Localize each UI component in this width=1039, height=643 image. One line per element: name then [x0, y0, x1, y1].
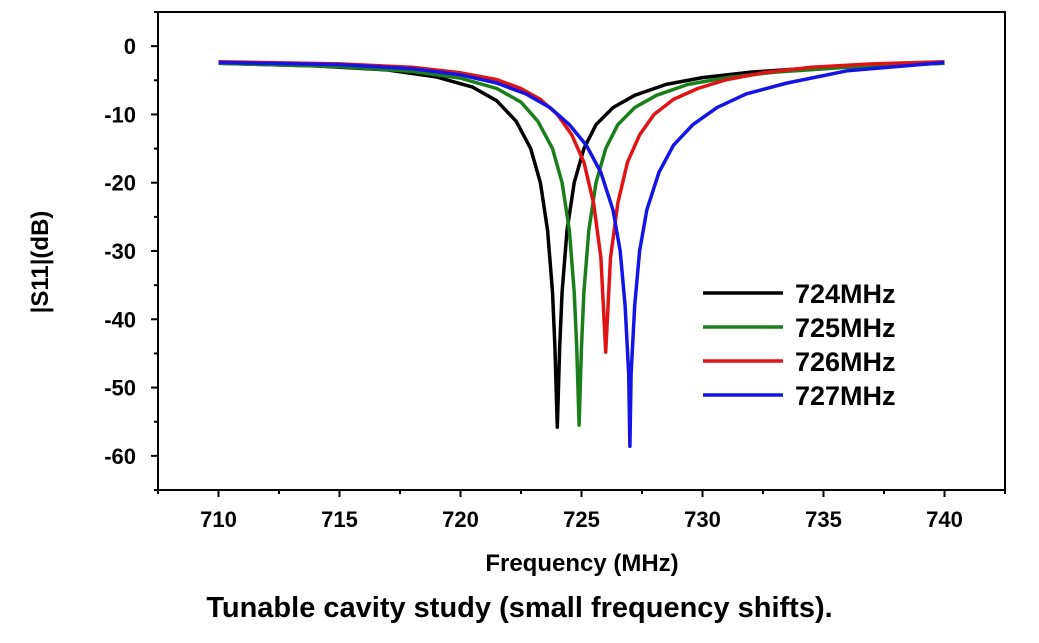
- x-tick-label: 740: [926, 507, 963, 532]
- x-tick-label: 730: [684, 507, 721, 532]
- series-lines: [218, 60, 945, 449]
- y-tick-label: -30: [104, 239, 136, 264]
- figure-caption: Tunable cavity study (small frequency sh…: [206, 592, 833, 624]
- legend-label-724mhz: 724MHz: [795, 279, 896, 309]
- y-tick-label: -60: [104, 444, 136, 469]
- chart: 0 -10 -20 -30 -40 -50 -60 710 715 720 725 730 735 74…: [27, 11, 1006, 577]
- x-tick-label: 715: [321, 507, 358, 532]
- series-line-727mhz: [218, 60, 945, 449]
- legend-label-725mhz: 725MHz: [795, 313, 896, 343]
- legend-label-727mhz: 727MHz: [795, 381, 896, 411]
- x-tick-label: 725: [563, 507, 600, 532]
- x-axis-title: Frequency (MHz): [485, 550, 678, 577]
- legend: 724MHz 725MHz 726MHz 727MHz: [703, 279, 896, 411]
- y-axis-ticks: 0 -10 -20 -30 -40 -50 -60: [104, 11, 158, 491]
- x-tick-label: 720: [442, 507, 479, 532]
- y-axis-title: |S11|(dB): [27, 211, 54, 314]
- y-tick-label: -20: [104, 171, 136, 196]
- legend-label-726mhz: 726MHz: [795, 347, 896, 377]
- y-tick-label: 0: [124, 34, 136, 59]
- series-line-724mhz: [218, 61, 945, 429]
- series-line-725mhz: [218, 61, 945, 427]
- y-tick-label: -10: [104, 102, 136, 127]
- x-tick-label: 735: [805, 507, 842, 532]
- y-tick-label: -50: [104, 376, 136, 401]
- y-tick-label: -40: [104, 307, 136, 332]
- plot-frame: [157, 11, 1006, 491]
- x-tick-label: 710: [200, 507, 237, 532]
- x-axis-ticks: 710 715 720 725 730 735 740: [157, 490, 1006, 532]
- series-line-726mhz: [218, 60, 945, 354]
